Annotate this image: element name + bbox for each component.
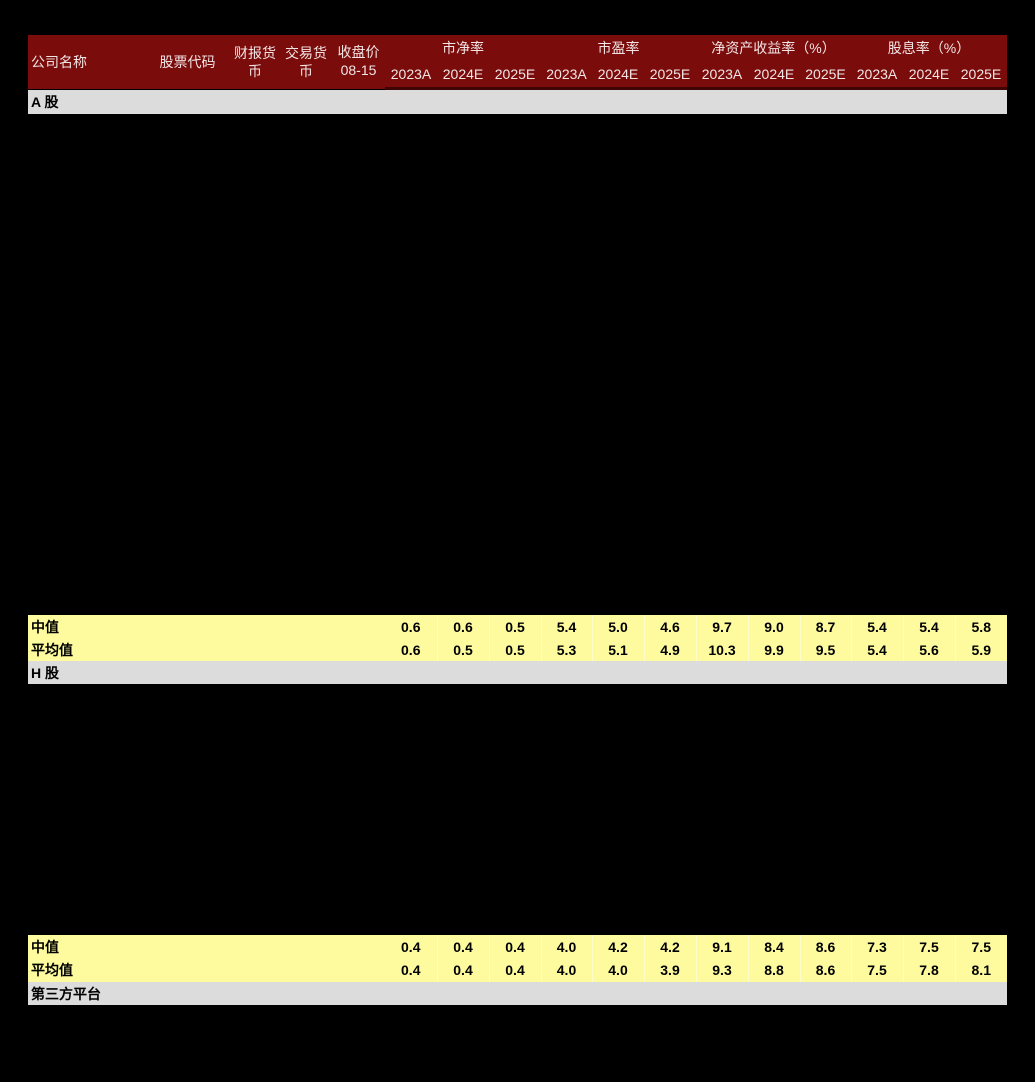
value-cell: 9.0 (748, 615, 801, 638)
year-col-header: 2024E (748, 61, 800, 90)
value-cell: 0.5 (489, 615, 542, 638)
value-cell: 5.4 (541, 615, 593, 638)
year-col-header: 2023A (541, 61, 592, 90)
close-price-label: 收盘价 (337, 44, 380, 61)
value-cell: 0.5 (437, 638, 490, 661)
value-cell: 5.4 (851, 615, 904, 638)
value-cell: 0.6 (437, 615, 490, 638)
value-cell: 8.6 (800, 958, 852, 982)
value-cell: 8.1 (955, 958, 1007, 982)
year-col-header: 2025E (800, 61, 851, 90)
value-cell: 5.6 (903, 638, 956, 661)
col-header-trade-currency: 交易货币 (280, 35, 332, 89)
value-cell: 5.4 (851, 638, 904, 661)
value-cell: 3.9 (644, 958, 697, 982)
value-cell: 4.0 (592, 958, 645, 982)
year-col-header: 2023A (851, 61, 903, 90)
section-label-third-party: 第三方平台 (28, 982, 1007, 1005)
year-col-header: 2025E (955, 61, 1007, 90)
col-header-report-currency: 财报货币 (230, 35, 280, 89)
col-header-ticker: 股票代码 (145, 35, 230, 89)
group-header-pe: 市盈率 (541, 35, 696, 61)
value-cell: 7.8 (903, 958, 956, 982)
close-price-date: 08-15 (340, 61, 377, 78)
col-header-company: 公司名称 (28, 35, 145, 89)
value-cell: 5.0 (592, 615, 645, 638)
group-header-dividend-yield: 股息率（%） (851, 35, 1007, 61)
value-cell: 7.3 (851, 935, 904, 958)
row-label-median: 中值 (28, 935, 385, 958)
group-header-pb-label: 市净率 (442, 39, 484, 56)
value-cell: 5.1 (592, 638, 645, 661)
value-cell: 5.3 (541, 638, 593, 661)
valuation-table: 公司名称 股票代码 财报货币 交易货币 收盘价 08-15 市净率 市盈率 净资… (28, 35, 1007, 1005)
col-header-close-price: 收盘价 08-15 (332, 35, 385, 89)
valuation-table-container: 公司名称 股票代码 财报货币 交易货币 收盘价 08-15 市净率 市盈率 净资… (28, 35, 1007, 1005)
value-cell: 10.3 (696, 638, 749, 661)
value-cell: 4.2 (644, 935, 697, 958)
value-cell: 7.5 (903, 935, 956, 958)
value-cell: 0.4 (385, 935, 438, 958)
group-header-roe-label: 净资产收益率（%） (711, 39, 836, 56)
value-cell: 8.7 (800, 615, 852, 638)
year-col-header: 2025E (489, 61, 541, 90)
year-col-header: 2025E (644, 61, 696, 90)
value-cell: 0.6 (385, 615, 438, 638)
value-cell: 0.4 (437, 958, 490, 982)
value-cell: 0.4 (437, 935, 490, 958)
average-row-h-share: 平均值 0.4 0.4 0.4 4.0 4.0 3.9 9.3 8.8 8.6 … (28, 958, 1007, 982)
value-cell: 4.2 (592, 935, 645, 958)
value-cell: 4.0 (541, 935, 593, 958)
section-row-a-share: A 股 (28, 88, 1007, 114)
value-cell: 4.6 (644, 615, 697, 638)
value-cell: 8.4 (748, 935, 801, 958)
value-cell: 5.8 (955, 615, 1007, 638)
section-row-third-party: 第三方平台 (28, 982, 1007, 1005)
value-cell: 5.9 (955, 638, 1007, 661)
redacted-rows-h-share (28, 684, 1007, 935)
value-cell: 8.8 (748, 958, 801, 982)
median-row-a-share: 中值 0.6 0.6 0.5 5.4 5.0 4.6 9.7 9.0 8.7 5… (28, 615, 1007, 638)
group-header-roe: 净资产收益率（%） (696, 35, 851, 61)
group-header-pb: 市净率 (385, 35, 541, 61)
value-cell: 0.5 (489, 638, 542, 661)
section-label-a-share: A 股 (28, 88, 1007, 114)
row-label-average: 平均值 (28, 958, 385, 982)
value-cell: 8.6 (800, 935, 852, 958)
year-col-header: 2024E (903, 61, 955, 90)
average-row-a-share: 平均值 0.6 0.5 0.5 5.3 5.1 4.9 10.3 9.9 9.5… (28, 638, 1007, 661)
value-cell: 0.4 (489, 935, 542, 958)
value-cell: 0.4 (385, 958, 438, 982)
median-row-h-share: 中值 0.4 0.4 0.4 4.0 4.2 4.2 9.1 8.4 8.6 7… (28, 935, 1007, 958)
value-cell: 5.4 (903, 615, 956, 638)
group-header-dividend-yield-label: 股息率（%） (887, 39, 971, 56)
row-label-average: 平均值 (28, 638, 385, 661)
section-label-h-share: H 股 (28, 661, 1007, 684)
group-header-pe-label: 市盈率 (597, 39, 640, 56)
year-col-header: 2024E (592, 61, 644, 90)
value-cell: 4.9 (644, 638, 697, 661)
year-col-header: 2023A (385, 61, 437, 90)
value-cell: 0.4 (489, 958, 542, 982)
redacted-rows-a-share (28, 114, 1007, 615)
value-cell: 7.5 (851, 958, 904, 982)
value-cell: 9.7 (696, 615, 749, 638)
value-cell: 9.9 (748, 638, 801, 661)
value-cell: 4.0 (541, 958, 593, 982)
section-row-h-share: H 股 (28, 661, 1007, 684)
year-col-header: 2024E (437, 61, 489, 90)
value-cell: 7.5 (955, 935, 1007, 958)
table-header: 公司名称 股票代码 财报货币 交易货币 收盘价 08-15 市净率 市盈率 净资… (28, 35, 1007, 90)
value-cell: 9.5 (800, 638, 852, 661)
row-label-median: 中值 (28, 615, 385, 638)
value-cell: 0.6 (385, 638, 438, 661)
value-cell: 9.3 (696, 958, 749, 982)
year-col-header: 2023A (696, 61, 748, 90)
value-cell: 9.1 (696, 935, 749, 958)
